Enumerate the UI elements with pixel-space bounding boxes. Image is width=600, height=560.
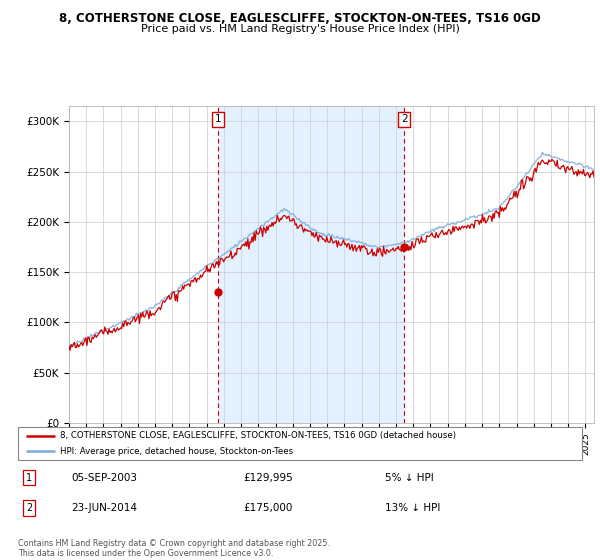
Text: 1: 1 [26, 473, 32, 483]
Bar [218, 106, 404, 423]
Text: £129,995: £129,995 [244, 473, 293, 483]
Text: Contains HM Land Registry data © Crown copyright and database right 2025.
This d: Contains HM Land Registry data © Crown c… [18, 539, 330, 558]
Text: 1: 1 [215, 114, 221, 124]
Text: 8, COTHERSTONE CLOSE, EAGLESCLIFFE, STOCKTON-ON-TEES, TS16 0GD: 8, COTHERSTONE CLOSE, EAGLESCLIFFE, STOC… [59, 12, 541, 25]
Text: Price paid vs. HM Land Registry's House Price Index (HPI): Price paid vs. HM Land Registry's House … [140, 24, 460, 34]
Text: 8, COTHERSTONE CLOSE, EAGLESCLIFFE, STOCKTON-ON-TEES, TS16 0GD (detached house): 8, COTHERSTONE CLOSE, EAGLESCLIFFE, STOC… [60, 431, 457, 440]
Text: 2: 2 [401, 114, 407, 124]
Text: 05-SEP-2003: 05-SEP-2003 [71, 473, 137, 483]
Text: 5% ↓ HPI: 5% ↓ HPI [385, 473, 433, 483]
Text: 13% ↓ HPI: 13% ↓ HPI [385, 503, 440, 513]
Text: 2: 2 [26, 503, 32, 513]
FancyBboxPatch shape [18, 427, 582, 460]
Text: HPI: Average price, detached house, Stockton-on-Tees: HPI: Average price, detached house, Stoc… [60, 447, 293, 456]
Text: 23-JUN-2014: 23-JUN-2014 [71, 503, 137, 513]
Text: £175,000: £175,000 [244, 503, 293, 513]
